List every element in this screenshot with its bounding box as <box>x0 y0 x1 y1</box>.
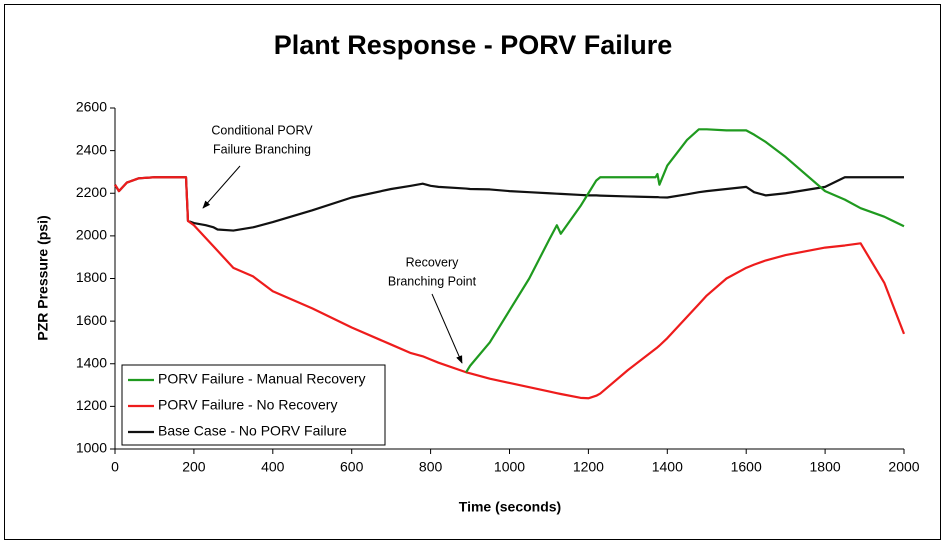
x-tick-label: 1200 <box>573 459 604 475</box>
y-tick-label: 1800 <box>76 269 107 285</box>
series-line <box>114 176 904 232</box>
y-tick-label: 1400 <box>76 354 107 370</box>
x-tick-label: 2000 <box>888 459 919 475</box>
annotation-bg <box>211 141 314 158</box>
legend-label: Base Case - No PORV Failure <box>158 423 347 439</box>
chart-border <box>4 4 941 540</box>
y-axis-title: PZR Pressure (psi) <box>35 215 51 340</box>
annotation-bg <box>209 122 316 139</box>
x-tick-label: 400 <box>261 459 285 475</box>
legend-label: PORV Failure - No Recovery <box>158 397 337 413</box>
series-line <box>465 128 905 373</box>
y-tick-label: 2000 <box>76 227 107 243</box>
x-tick-label: 600 <box>340 459 364 475</box>
x-tick-label: 1600 <box>731 459 762 475</box>
annotation-bg <box>385 273 479 290</box>
annotation-arrow <box>431 293 463 364</box>
y-tick-label: 1200 <box>76 397 107 413</box>
y-tick-label: 2200 <box>76 184 107 200</box>
y-tick-label: 2400 <box>76 141 107 157</box>
x-tick-label: 1000 <box>494 459 525 475</box>
annotation-arrow <box>202 165 241 209</box>
x-tick-label: 800 <box>419 459 443 475</box>
y-tick-label: 1000 <box>76 440 107 456</box>
chart-title: Plant Response - PORV Failure <box>274 30 673 60</box>
x-tick-label: 200 <box>182 459 206 475</box>
y-tick-label: 2600 <box>76 99 107 115</box>
x-tick-label: 1400 <box>652 459 683 475</box>
legend-box <box>121 364 386 446</box>
legend-label: PORV Failure - Manual Recovery <box>158 371 365 387</box>
x-axis-title: Time (seconds) <box>459 499 561 515</box>
annotation: Branching Point <box>388 274 477 288</box>
annotation: Recovery <box>406 255 460 269</box>
annotation-bg <box>403 254 462 271</box>
x-tick-label: 1800 <box>810 459 841 475</box>
series-line <box>114 176 906 400</box>
annotation: Conditional PORV <box>211 123 313 137</box>
x-tick-label: 0 <box>111 459 119 475</box>
annotation: Failure Branching <box>213 142 311 156</box>
y-tick-label: 1600 <box>76 312 107 328</box>
